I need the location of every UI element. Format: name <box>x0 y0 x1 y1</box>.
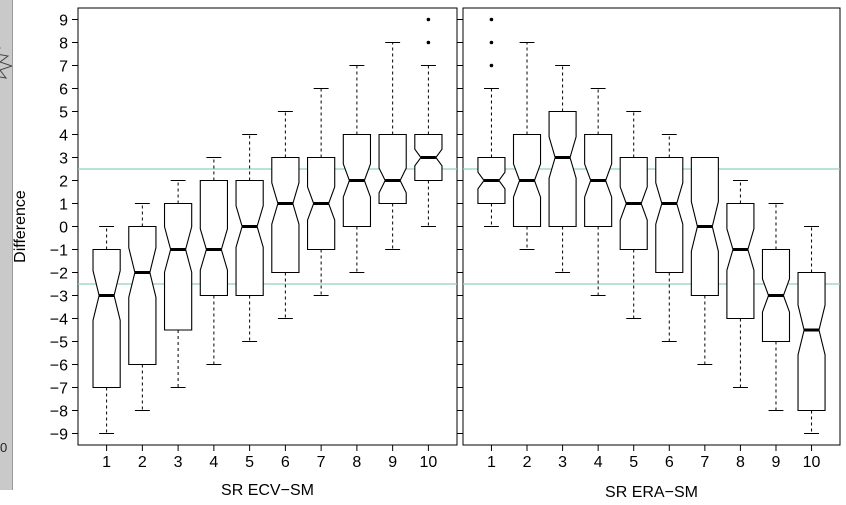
panel-1: −9 −8 −7 −6 −5 −4 −3 −2 −1 0 1 2 3 4 5 6 7 8 9 1 2 3 4 5 6 7 8 9 10 S… <box>12 7 458 499</box>
y-tick-label: 4 <box>59 128 68 145</box>
x-tick-label: 2 <box>138 454 147 471</box>
box-body <box>128 225 157 366</box>
x-tick-label: 7 <box>700 454 709 471</box>
outlier-point <box>426 40 431 45</box>
x-tick-label: 6 <box>665 454 674 471</box>
box-6 <box>655 134 684 342</box>
y-tick-label: 1 <box>59 197 68 214</box>
box-body <box>378 133 407 205</box>
box-10 <box>414 17 443 227</box>
x-axis-title: SR ERA−SM <box>605 484 698 501</box>
y-tick-label: 0 <box>59 220 68 237</box>
outlier-point <box>426 17 431 22</box>
x-tick-label: 9 <box>388 454 397 471</box>
x-tick-label: 5 <box>245 454 254 471</box>
box-2 <box>512 42 542 250</box>
box-body <box>655 156 684 274</box>
box-body <box>235 179 264 297</box>
x-tick-label: 4 <box>209 454 218 471</box>
x-tick-label: 10 <box>419 454 437 471</box>
box-body <box>548 110 577 228</box>
x-tick-label: 8 <box>736 454 745 471</box>
box-5 <box>619 111 648 319</box>
y-tick-label: −7 <box>50 381 68 398</box>
x-tick-label: 5 <box>629 454 638 471</box>
box-9 <box>761 203 791 411</box>
x-tick-label: 7 <box>317 454 326 471</box>
y-tick-label: 6 <box>59 82 68 99</box>
y-tick-label: −9 <box>50 427 68 444</box>
box-6 <box>271 111 300 319</box>
box-3 <box>548 65 577 273</box>
box-5 <box>235 134 264 342</box>
y-tick-label: 8 <box>59 36 68 53</box>
x-tick-label: 4 <box>594 454 603 471</box>
box-7 <box>306 88 336 296</box>
x-axis-title: SR ECV−SM <box>221 482 314 499</box>
y-tick-label: −4 <box>50 312 68 329</box>
x-tick-label: 10 <box>803 454 821 471</box>
y-tick-label: −2 <box>50 266 68 283</box>
y-axis-title: Difference <box>12 190 29 263</box>
box-1 <box>92 226 121 434</box>
x-tick-label: 8 <box>352 454 361 471</box>
box-4 <box>584 88 613 296</box>
y-tick-label: −6 <box>50 358 68 375</box>
outlier-point <box>489 63 494 68</box>
y-tick-label: 9 <box>59 13 68 30</box>
box-7 <box>690 156 719 365</box>
y-tick-label: 3 <box>59 151 68 168</box>
y-tick-label: −3 <box>50 289 68 306</box>
x-tick-label: 1 <box>102 454 111 471</box>
y-tick-label: −1 <box>50 243 68 260</box>
box-body <box>163 202 193 331</box>
y-tick-label: −8 <box>50 404 68 421</box>
box-body <box>726 202 755 320</box>
y-tick-label: 2 <box>59 174 68 191</box>
box-4 <box>199 157 229 365</box>
x-tick-label: 3 <box>558 454 567 471</box>
box-3 <box>163 180 193 388</box>
y-tick-label: 7 <box>59 59 68 76</box>
panel-2: 1 2 3 4 5 6 7 8 9 10 SR ERA−SM <box>457 7 841 501</box>
sidebar-marker-text: 0 <box>0 440 8 455</box>
x-tick-label: 2 <box>523 454 532 471</box>
box-body <box>92 248 121 389</box>
left-sidebar-strip: 0 <box>0 0 13 490</box>
box-8 <box>342 65 372 273</box>
box-9 <box>378 42 407 250</box>
box-body <box>797 271 826 412</box>
y-tick-label: −5 <box>50 335 68 352</box>
x-tick-label: 3 <box>174 454 183 471</box>
box-body <box>199 179 229 297</box>
x-tick-label: 1 <box>487 454 496 471</box>
x-tick-label: 6 <box>281 454 290 471</box>
box-2 <box>128 203 157 411</box>
box-10 <box>797 226 826 434</box>
outlier-point <box>489 40 494 45</box>
box-8 <box>726 180 755 388</box>
box-1 <box>477 17 506 227</box>
box-body <box>271 156 300 274</box>
x-tick-label: 9 <box>772 454 781 471</box>
outlier-point <box>489 17 494 22</box>
y-tick-label: 5 <box>59 105 68 122</box>
